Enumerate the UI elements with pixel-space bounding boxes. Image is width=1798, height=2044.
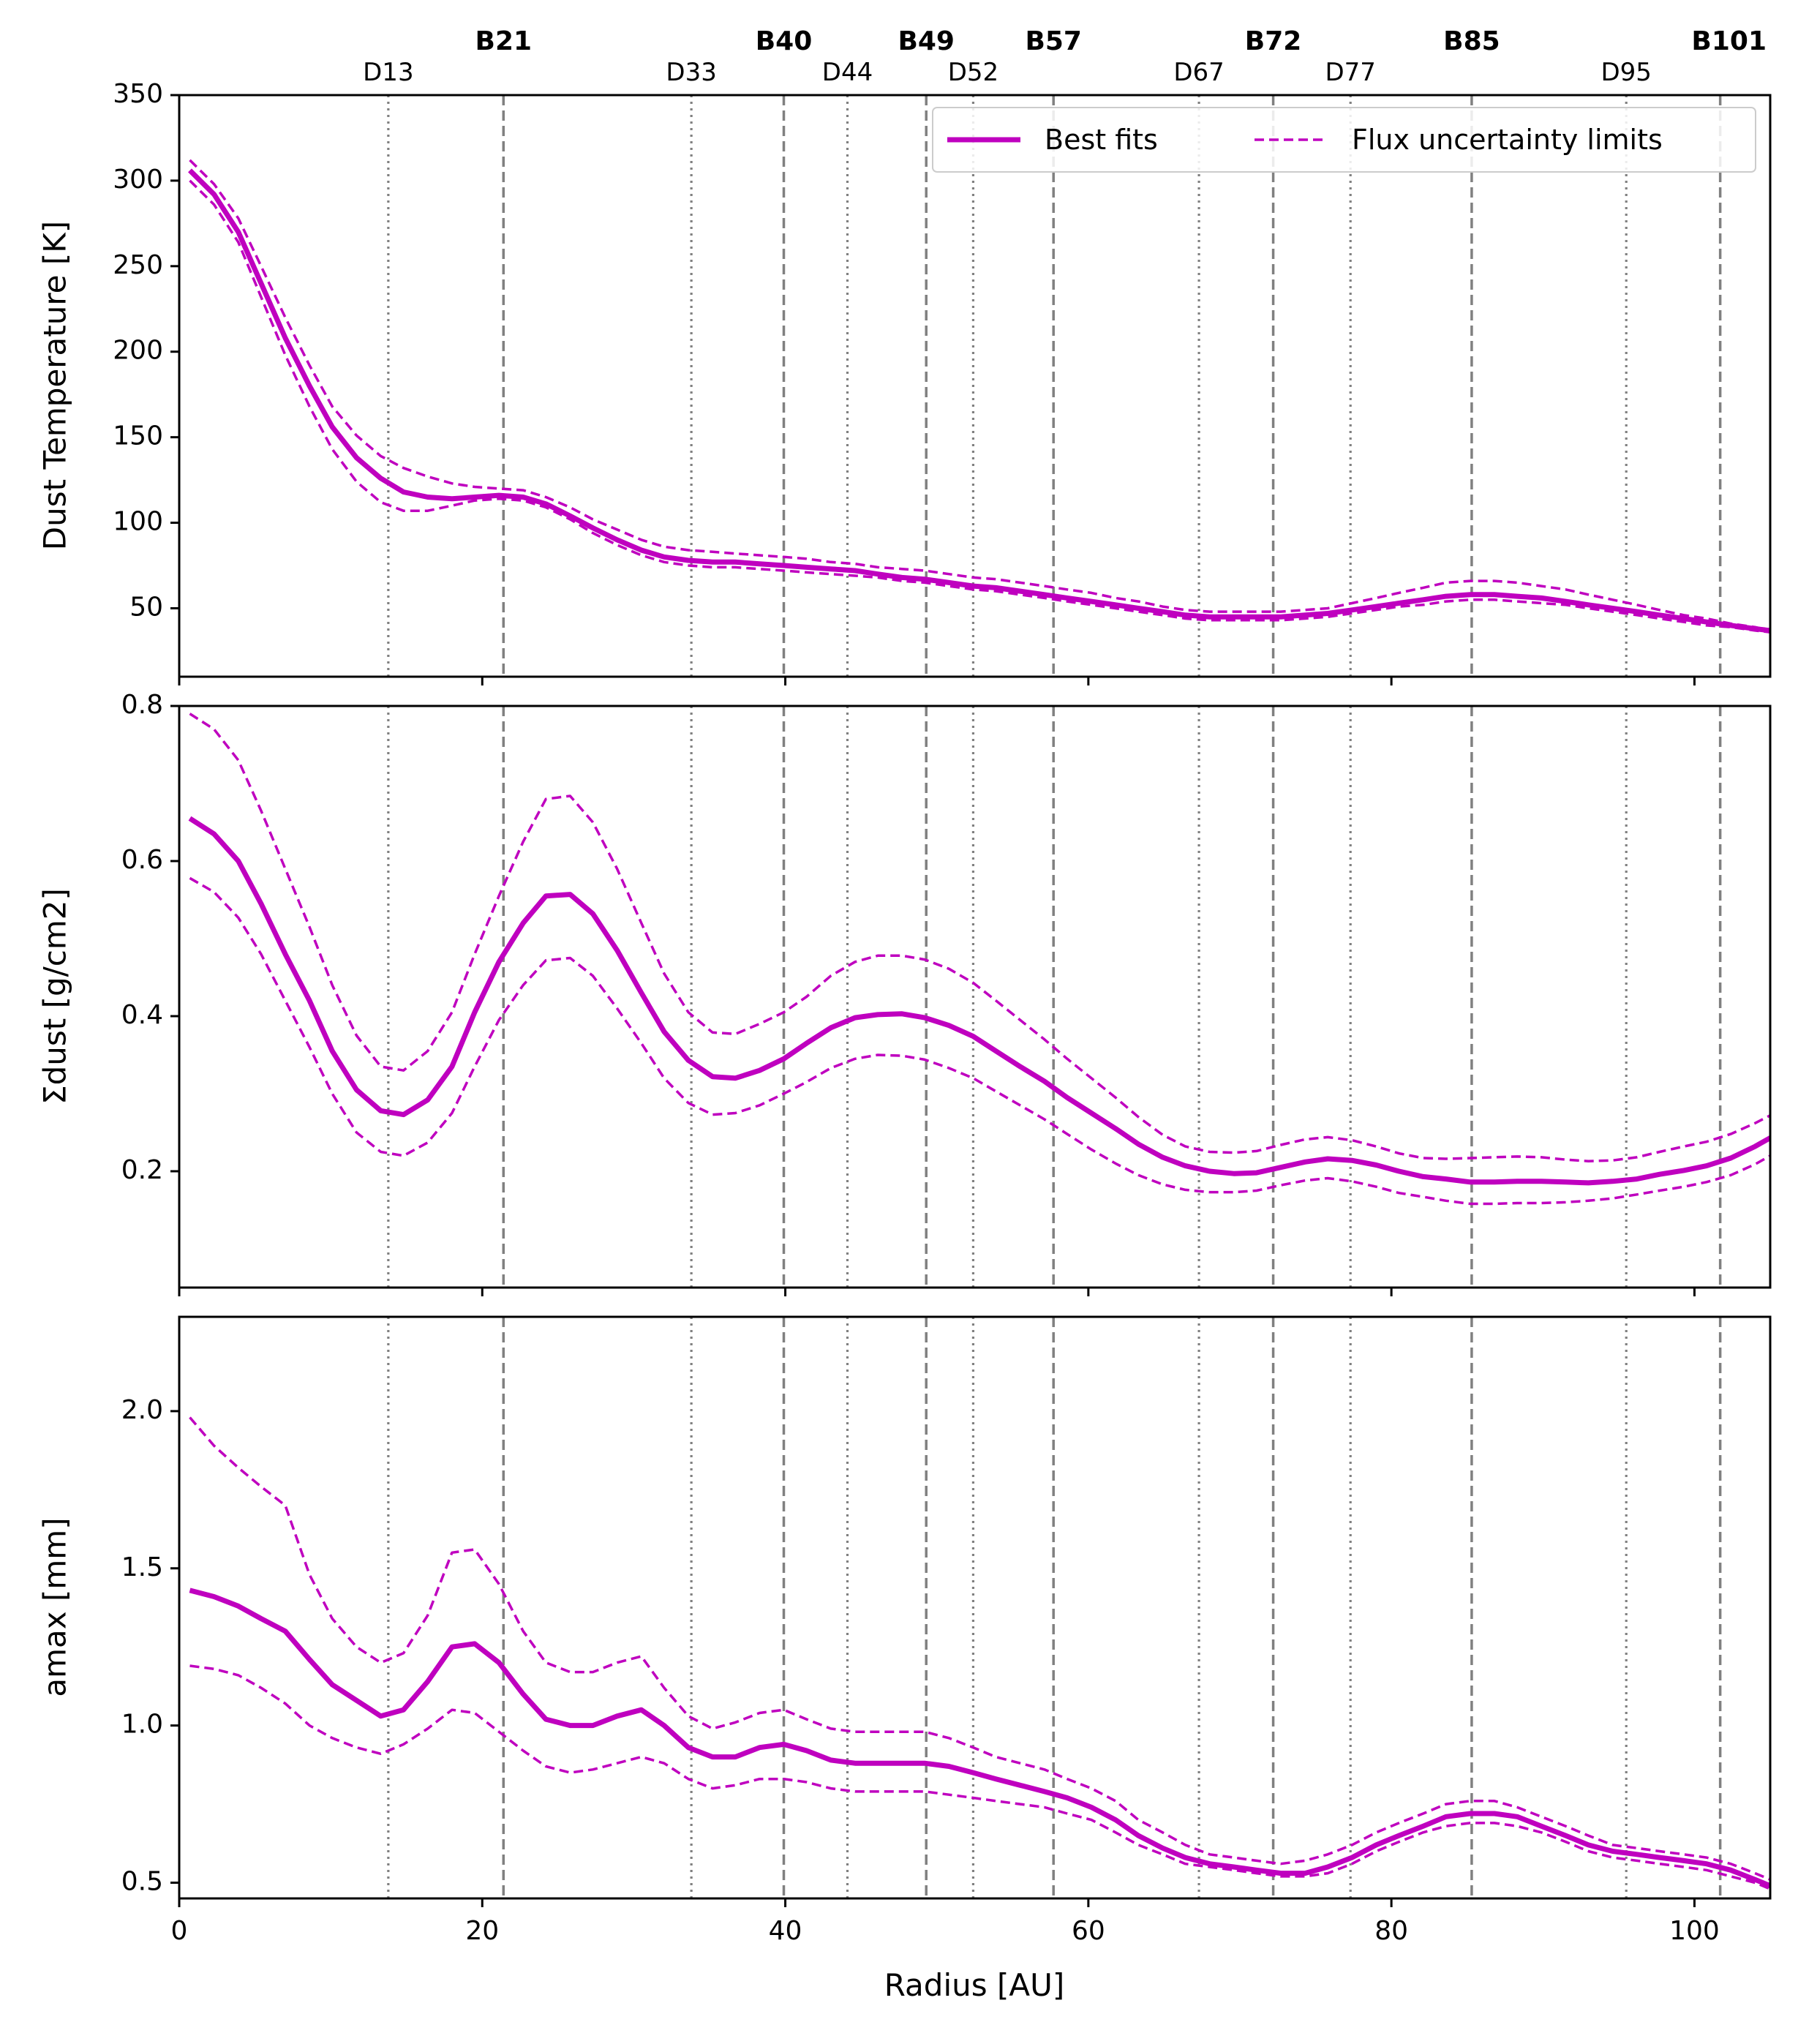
series-best-fit [188,816,1770,1186]
y-tick-label: 1.0 [121,1710,163,1740]
series-upper-limit [189,159,1770,632]
ring-label-b40: B40 [756,26,813,56]
series-upper-limit [189,1416,1770,1881]
legend-label-flux-limits: Flux uncertainty limits [1352,124,1663,156]
x-tick-label: 0 [171,1916,188,1946]
ring-label-d77: D77 [1325,58,1375,87]
y-tick-label: 0.4 [121,1000,163,1030]
y-axis-title: amax [mm] [37,1517,73,1697]
y-tick-label: 0.8 [121,690,163,720]
series-upper-limit [189,713,1770,1162]
series-best-fit [188,168,1770,634]
x-axis-title: Radius [AU] [884,1967,1064,2003]
ring-label-d67: D67 [1173,58,1224,87]
panel-dust-surface-density: 0.2 0.4 0.6 0.8 Σdust [g/cm2] [37,690,1772,1296]
ring-label-d95: D95 [1600,58,1651,87]
ring-label-b101: B101 [1691,26,1767,56]
ring-label-d52: D52 [948,58,998,87]
ring-label-b85: B85 [1443,26,1500,56]
plot-frame [178,704,1772,1289]
y-tick-label: 300 [113,165,163,195]
panel-max-grain-size: 0.5 1.0 1.5 2.0 0 20 40 60 80 100 amax [mm] [37,1315,1772,1946]
x-tick-label: 100 [1669,1916,1720,1946]
legend-label-best-fits: Best fits [1045,124,1158,156]
y-tick-label: 0.6 [121,845,163,875]
y-tick-label: 100 [113,507,163,537]
ring-label-b57: B57 [1025,26,1082,56]
legend-box [932,107,1756,173]
x-tick-label: 80 [1374,1916,1408,1946]
ring-label-b72: B72 [1245,26,1302,56]
legend: Best fits Flux uncertainty limits [932,107,1756,173]
y-axis-title: Dust Temperature [K] [37,221,73,550]
series-lower-limit [189,179,1770,634]
y-tick-label: 1.5 [121,1552,163,1582]
plot-frame [178,94,1772,678]
ring-label-b21: B21 [475,26,533,56]
ring-label-b49: B49 [898,26,955,56]
series-best-fit [189,1588,1770,1889]
series-lower-limit [189,1664,1770,1890]
y-tick-label: 50 [129,592,163,622]
x-tick-label: 60 [1072,1916,1105,1946]
y-tick-label: 0.2 [121,1155,163,1185]
y-tick-label: 150 [113,421,163,451]
x-tick-label: 40 [769,1916,802,1946]
ring-label-d44: D44 [822,58,873,87]
y-tick-label: 250 [113,250,163,280]
panel-dust-temperature: 50 100 150 200 250 300 350 Dust Temperature [K… [37,79,1772,685]
y-tick-label: 200 [113,336,163,366]
ring-label-d33: D33 [666,58,716,87]
y-tick-label: 350 [113,79,163,109]
y-tick-label: 0.5 [121,1867,163,1897]
ring-label-d13: D13 [363,58,413,87]
y-tick-label: 2.0 [121,1395,163,1425]
series-lower-limit [189,876,1770,1206]
y-axis-title: Σdust [g/cm2] [37,888,73,1105]
x-tick-label: 20 [465,1916,499,1946]
plot-frame [178,1315,1772,1900]
